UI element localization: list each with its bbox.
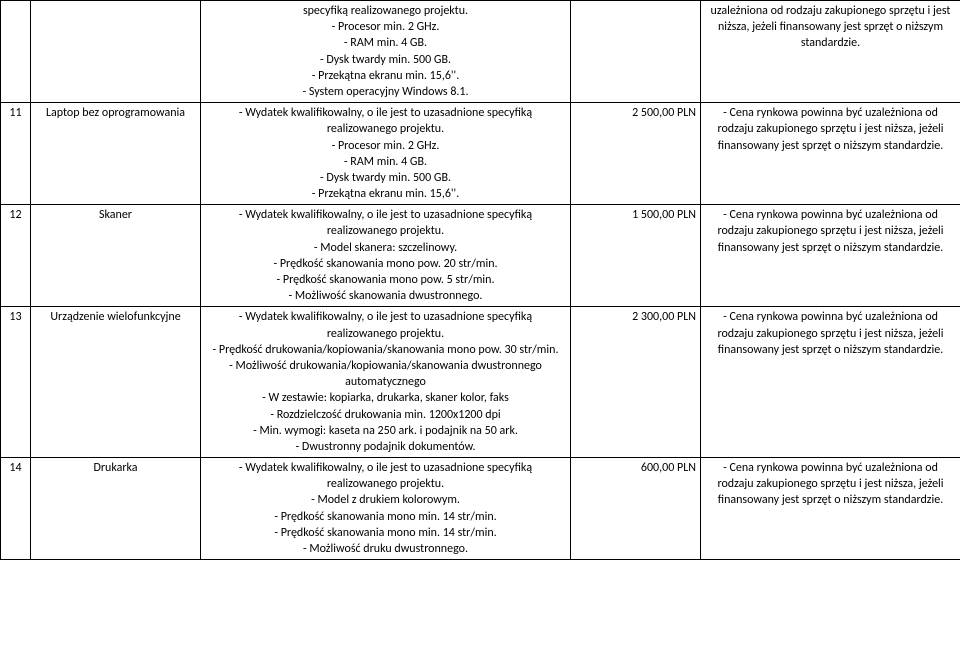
item-name [31, 1, 201, 103]
item-description: specyfiką realizowanego projektu.- Proce… [201, 1, 571, 103]
item-description: - Wydatek kwalifikowalny, o ile jest to … [201, 205, 571, 307]
row-number [1, 1, 31, 103]
row-number: 13 [1, 307, 31, 458]
table-row: 14Drukarka- Wydatek kwalifikowalny, o il… [1, 458, 960, 560]
item-price [571, 1, 701, 103]
item-price: 2 500,00 PLN [571, 103, 701, 205]
table-row: 13Urządzenie wielofunkcyjne- Wydatek kwa… [1, 307, 960, 458]
item-description: - Wydatek kwalifikowalny, o ile jest to … [201, 458, 571, 560]
row-number: 11 [1, 103, 31, 205]
item-price: 2 300,00 PLN [571, 307, 701, 458]
item-name: Laptop bez oprogramowania [31, 103, 201, 205]
row-number: 14 [1, 458, 31, 560]
item-price: 600,00 PLN [571, 458, 701, 560]
item-name: Skaner [31, 205, 201, 307]
item-notes: - Cena rynkowa powinna być uzależniona o… [701, 458, 960, 560]
item-notes: - Cena rynkowa powinna być uzależniona o… [701, 307, 960, 458]
item-name: Urządzenie wielofunkcyjne [31, 307, 201, 458]
item-description: - Wydatek kwalifikowalny, o ile jest to … [201, 307, 571, 458]
table-row: 11Laptop bez oprogramowania- Wydatek kwa… [1, 103, 960, 205]
item-name: Drukarka [31, 458, 201, 560]
table-row: specyfiką realizowanego projektu.- Proce… [1, 1, 960, 103]
item-notes: - Cena rynkowa powinna być uzależniona o… [701, 205, 960, 307]
item-notes: uzależniona od rodzaju zakupionego sprzę… [701, 1, 960, 103]
item-notes: - Cena rynkowa powinna być uzależniona o… [701, 103, 960, 205]
item-price: 1 500,00 PLN [571, 205, 701, 307]
item-description: - Wydatek kwalifikowalny, o ile jest to … [201, 103, 571, 205]
equipment-table: specyfiką realizowanego projektu.- Proce… [0, 0, 960, 560]
row-number: 12 [1, 205, 31, 307]
table-row: 12Skaner- Wydatek kwalifikowalny, o ile … [1, 205, 960, 307]
